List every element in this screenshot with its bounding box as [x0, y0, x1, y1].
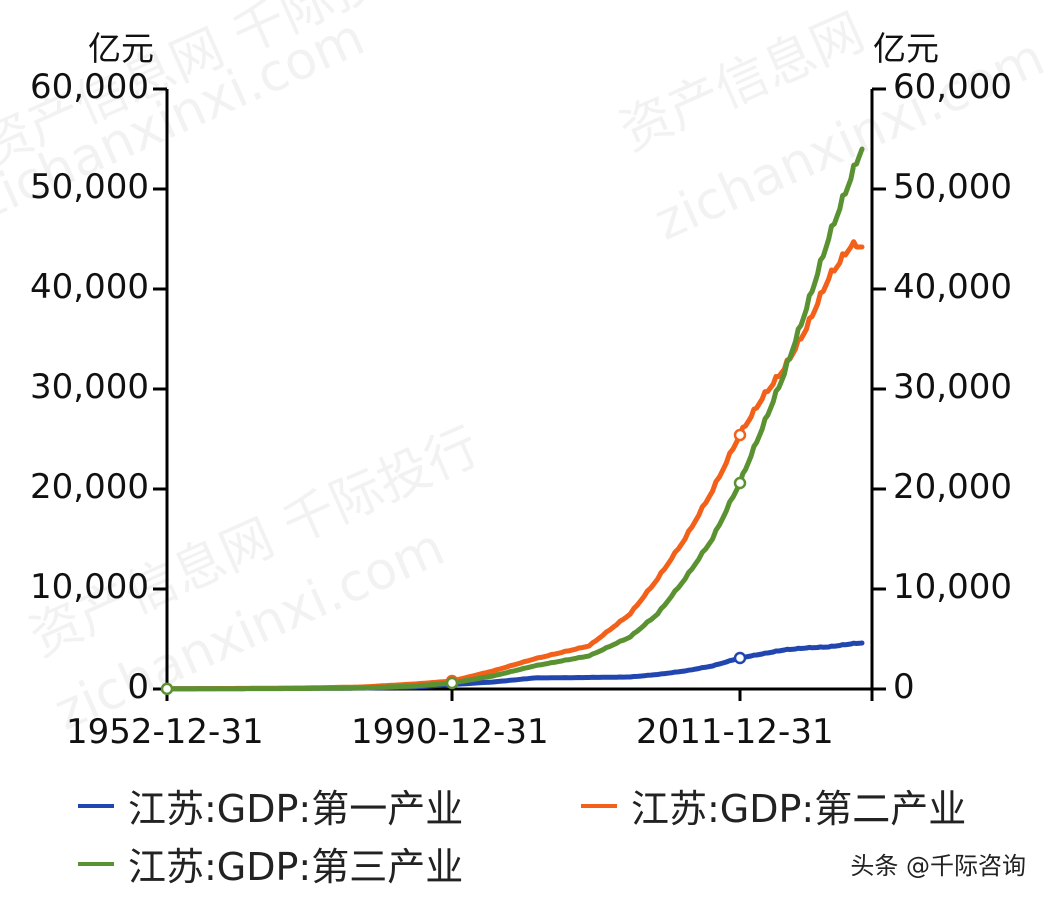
data-point-marker[interactable]	[445, 676, 459, 690]
right-y-tick: 10,000	[893, 567, 1012, 607]
series-line	[164, 146, 865, 692]
right-y-tick: 50,000	[893, 167, 1012, 207]
legend-label: 江苏:GDP:第一产业	[128, 787, 464, 831]
x-tick: 1952-12-31	[66, 712, 264, 752]
chart-markers	[160, 428, 747, 696]
left-y-tick: 0	[127, 667, 149, 707]
left-axis-unit: 亿元	[88, 29, 154, 68]
legend-item-secondary-industry[interactable]: 江苏:GDP:第二产业	[581, 778, 966, 833]
right-y-tick: 30,000	[893, 367, 1012, 407]
data-point-marker[interactable]	[733, 651, 747, 665]
data-point-marker[interactable]	[160, 682, 174, 696]
chart-series	[164, 146, 865, 692]
legend-label: 江苏:GDP:第三产业	[128, 845, 464, 889]
series-line	[164, 239, 865, 692]
source-credit: 头条 @千际咨询	[850, 852, 1026, 880]
left-y-tick: 40,000	[30, 267, 149, 307]
legend-swatch	[78, 861, 114, 866]
legend-swatch	[581, 803, 617, 808]
right-axis-unit: 亿元	[873, 29, 939, 68]
left-y-tick: 20,000	[30, 467, 149, 507]
data-point-marker[interactable]	[733, 428, 747, 442]
right-y-tick: 60,000	[893, 67, 1012, 107]
left-y-tick: 50,000	[30, 167, 149, 207]
legend-label: 江苏:GDP:第二产业	[631, 787, 967, 831]
left-y-tick: 60,000	[30, 67, 149, 107]
legend-swatch	[78, 803, 114, 808]
left-y-tick: 30,000	[30, 367, 149, 407]
left-y-tick: 10,000	[30, 567, 149, 607]
right-y-tick: 40,000	[893, 267, 1012, 307]
legend-item-primary-industry[interactable]: 江苏:GDP:第一产业	[78, 778, 463, 833]
x-tick: 1990-12-31	[351, 712, 549, 752]
right-y-tick: 0	[893, 667, 915, 707]
x-tick: 2011-12-31	[636, 712, 834, 752]
legend-item-tertiary-industry[interactable]: 江苏:GDP:第三产业	[78, 836, 463, 891]
right-y-tick: 20,000	[893, 467, 1012, 507]
data-point-marker[interactable]	[733, 476, 747, 490]
